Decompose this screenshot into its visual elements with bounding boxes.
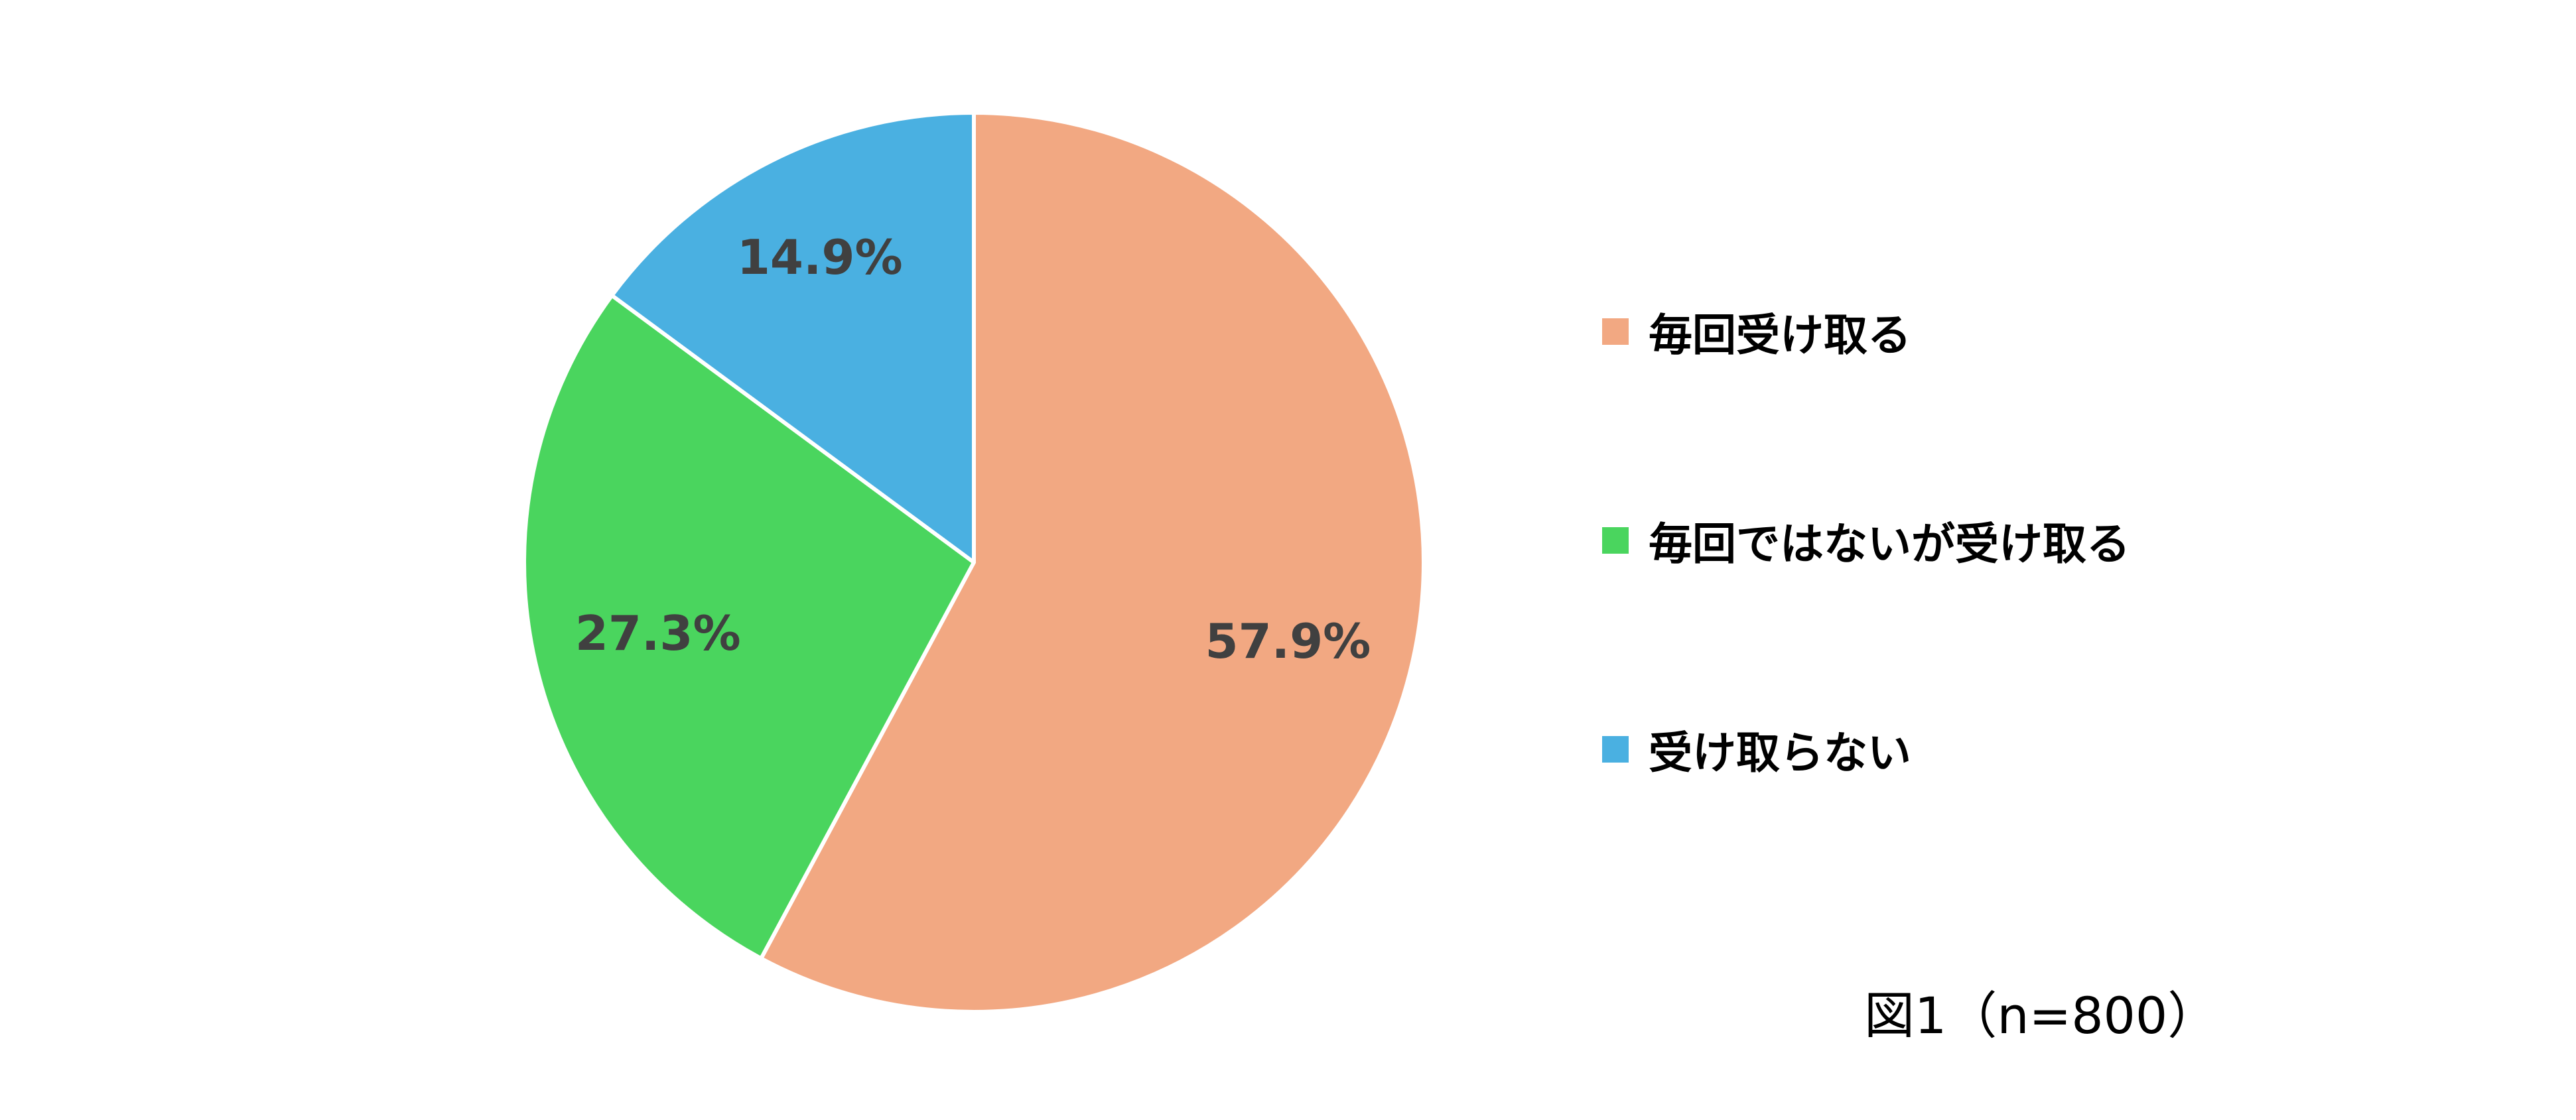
- slice-every-time: [759, 111, 1426, 1014]
- slice-never: [610, 111, 976, 564]
- legend-label: 毎回ではないが受け取る: [1649, 519, 2130, 570]
- label-every-time: 57.9%: [1205, 613, 1371, 669]
- label-never: 14.9%: [737, 229, 903, 285]
- slice-not-every-time: [521, 293, 976, 961]
- legend-item-never: 受け取らない: [1602, 719, 1911, 779]
- legend-swatch: [1602, 318, 1629, 345]
- legend-label: 毎回受け取る: [1649, 310, 1911, 361]
- figure-caption: 図1（n=800）: [1864, 986, 2218, 1045]
- label-not-every-time: 27.3%: [575, 605, 741, 661]
- legend-item-every-time: 毎回受け取る: [1602, 302, 1911, 361]
- legend-swatch: [1602, 736, 1629, 763]
- legend-item-not-every-time: 毎回ではないが受け取る: [1602, 511, 2130, 570]
- legend-label: 受け取らない: [1649, 727, 1911, 778]
- legend-swatch: [1602, 527, 1629, 554]
